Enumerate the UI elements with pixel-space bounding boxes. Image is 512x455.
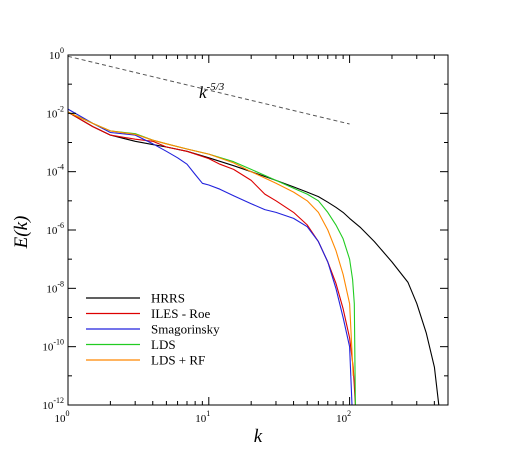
y-tick-label: 10-2 [46,104,64,120]
legend-label: ILES - Roe [151,306,210,321]
slope-annotation: k-5/3 [199,81,225,102]
y-tick-label: 10-6 [46,221,64,237]
plot-frame [67,54,449,406]
legend-label: LDS + RF [151,353,205,368]
y-tick-label: 100 [49,46,64,62]
y-tick-label: 10-10 [42,338,64,354]
y-tick-label: 10-4 [46,163,64,179]
x-tick-label: 100 [55,409,70,425]
series-line-iles-roe [67,111,356,406]
x-tick-label: 101 [195,409,210,425]
legend-label: LDS [151,337,176,352]
legend-label: Smagorinsky [151,322,220,337]
x-axis-label: k [254,426,263,447]
reference-slope-line [67,55,350,125]
series-layer [67,108,440,406]
x-tick-label: 102 [336,409,351,425]
legend-label: HRRS [151,291,185,306]
series-line-lds-rf [67,111,354,376]
series-line-lds [67,111,356,406]
axis-ticks: 100 101 102 100 10-2 10-4 10-6 10-8 10-10 10-12 [42,46,449,425]
y-tick-label: 10-8 [46,279,64,295]
reference-slope-layer [67,55,350,125]
series-line-smagorinsky [67,108,353,406]
y-axis-label: E(k) [11,216,32,250]
series-line-hrrs [67,111,440,406]
y-tick-label: 10-12 [42,396,64,412]
